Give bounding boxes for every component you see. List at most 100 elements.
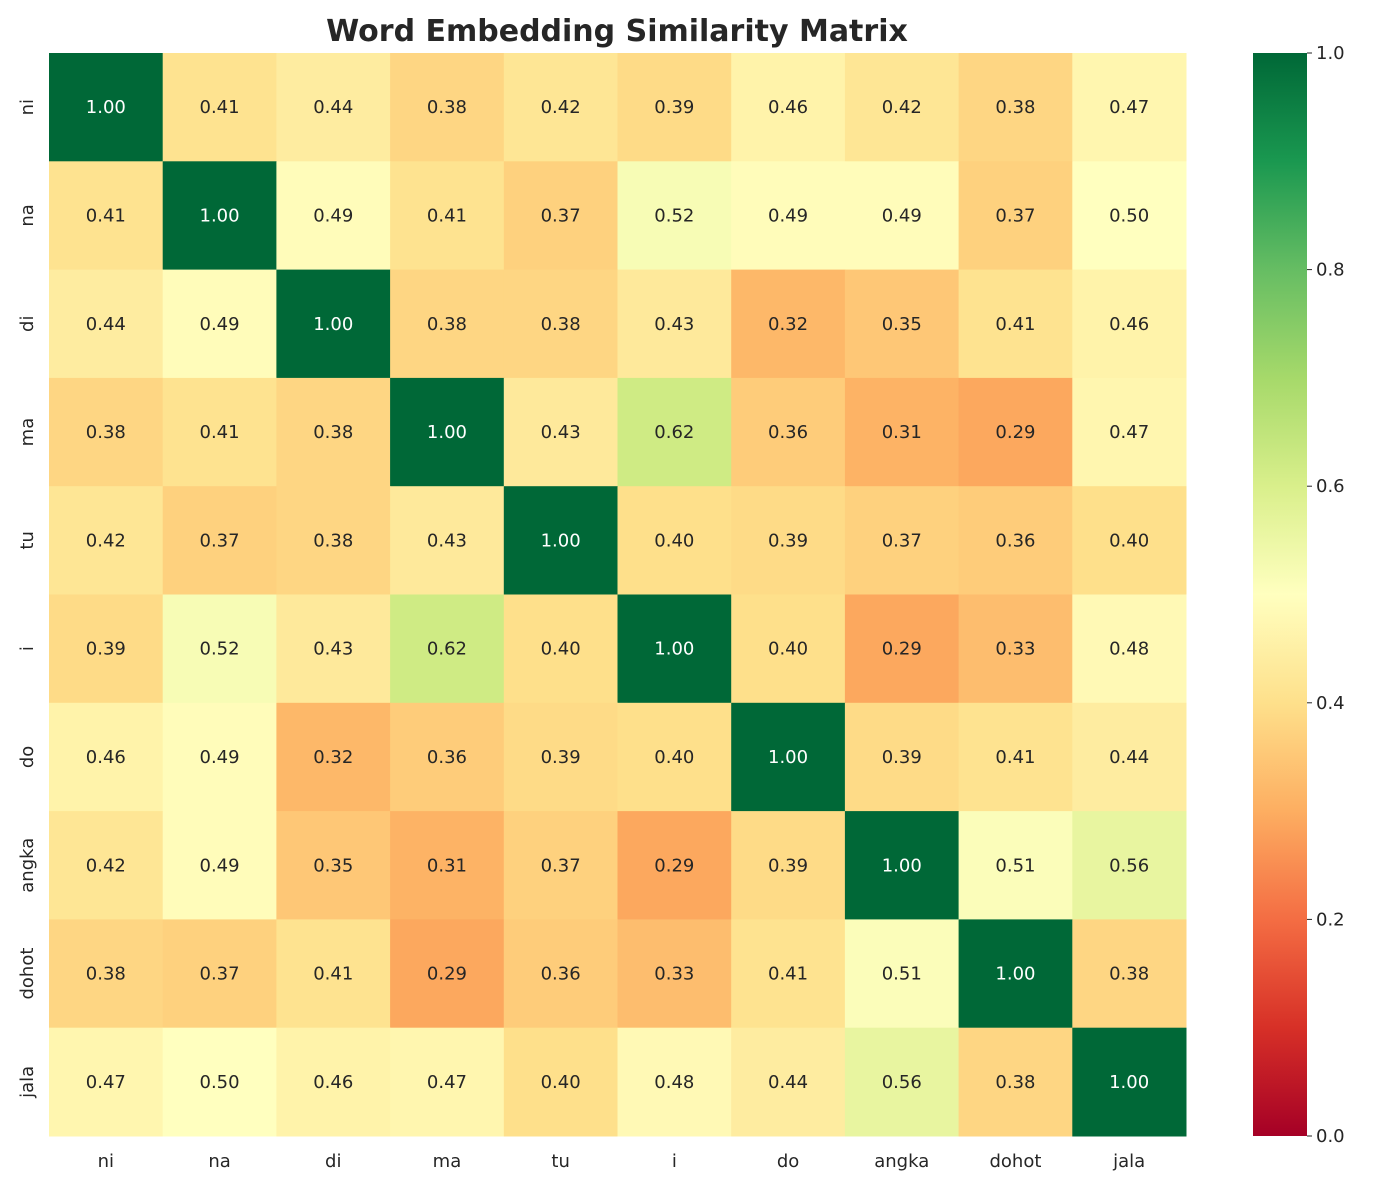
heatmap-cell — [844, 161, 960, 271]
cell-annotation: 0.49 — [200, 747, 240, 768]
cell-annotation: 0.31 — [427, 855, 467, 876]
heatmap-cell — [162, 377, 277, 487]
cell-annotation: 0.37 — [200, 964, 240, 985]
heatmap-cell — [390, 161, 505, 271]
cell-annotation: 0.38 — [313, 422, 353, 443]
cell-annotation: 0.41 — [995, 747, 1035, 768]
heatmap-cell — [958, 486, 1073, 595]
cell-annotation: 0.38 — [86, 964, 126, 985]
colorbar-tick-label: 0.0 — [1316, 1126, 1345, 1147]
cell-annotation: 0.52 — [200, 639, 240, 660]
x-tick-label: tu — [551, 1151, 569, 1172]
cell-annotation: 0.42 — [541, 97, 581, 118]
heatmap-cell — [1072, 53, 1187, 162]
heatmap-cell — [390, 486, 505, 595]
cell-annotation: 0.39 — [541, 747, 581, 768]
heatmap-cell — [617, 919, 732, 1029]
cell-annotation: 0.47 — [1109, 422, 1149, 443]
heatmap-cell — [276, 811, 391, 920]
cell-annotation: 0.41 — [86, 205, 126, 226]
colorbar-tick-label: 1.0 — [1316, 43, 1345, 64]
heatmap-cell — [390, 811, 505, 920]
heatmap-cell — [1072, 269, 1187, 379]
cell-annotation: 0.37 — [541, 855, 581, 876]
heatmap-cell — [49, 1027, 164, 1137]
cell-annotation: 0.38 — [541, 314, 581, 335]
heatmap-cell — [731, 702, 846, 812]
cell-annotation: 0.41 — [427, 205, 467, 226]
y-tick-label: di — [17, 316, 38, 332]
y-tick-label: i — [17, 646, 38, 651]
cell-annotation: 0.36 — [995, 530, 1035, 551]
heatmap-cell — [617, 269, 732, 379]
cell-annotation: 0.37 — [882, 530, 922, 551]
heatmap-cell — [1072, 919, 1187, 1029]
cell-annotation: 0.47 — [427, 1072, 467, 1093]
cell-annotation: 1.00 — [995, 964, 1035, 985]
heatmap-cell — [844, 811, 960, 920]
cell-annotation: 0.32 — [313, 747, 353, 768]
cell-annotation: 0.43 — [427, 530, 467, 551]
colorbar-tick-label: 0.4 — [1316, 693, 1345, 714]
heatmap-cell — [276, 377, 391, 487]
cell-annotation: 0.38 — [427, 97, 467, 118]
heatmap-cell — [503, 377, 618, 487]
heatmap-cell — [49, 702, 164, 812]
cell-annotation: 0.46 — [768, 97, 808, 118]
heatmap-cell — [49, 161, 164, 271]
y-tick-label: do — [17, 746, 38, 768]
colorbar-tick-label: 0.2 — [1316, 909, 1345, 930]
y-tick-label: tu — [17, 531, 38, 549]
cell-annotation: 0.39 — [768, 855, 808, 876]
x-tick-label: dohot — [989, 1151, 1041, 1172]
cell-annotation: 0.38 — [86, 422, 126, 443]
cell-annotation: 1.00 — [86, 97, 126, 118]
cell-annotation: 0.40 — [654, 747, 694, 768]
cell-annotation: 0.46 — [1109, 314, 1149, 335]
heatmap-cell — [731, 1027, 846, 1137]
cell-annotation: 0.41 — [768, 964, 808, 985]
heatmap-cells: 1.00 0.41 0.44 0.38 0.42 0.39 0.46 0.42 0.38 0.47… — [49, 53, 1187, 1137]
heatmap-cell — [162, 919, 277, 1029]
heatmap-cell — [731, 811, 846, 920]
heatmap-cell — [162, 269, 277, 379]
cell-annotation: 0.40 — [654, 530, 694, 551]
cell-annotation: 0.44 — [1109, 747, 1149, 768]
cell-annotation: 0.43 — [541, 422, 581, 443]
x-tick-label: angka — [874, 1151, 929, 1172]
cell-annotation: 0.47 — [1109, 97, 1149, 118]
cell-annotation: 0.43 — [654, 314, 694, 335]
heatmap-cell — [617, 377, 732, 487]
heatmap-cell — [49, 594, 164, 704]
heatmap-cell — [617, 53, 732, 162]
heatmap-cell — [162, 161, 277, 271]
cell-annotation: 0.37 — [995, 205, 1035, 226]
y-tick-label: ma — [17, 418, 38, 447]
heatmap-cell — [844, 1027, 960, 1137]
cell-annotation: 0.40 — [541, 1072, 581, 1093]
heatmap-cell — [390, 1027, 505, 1137]
cell-annotation: 0.46 — [313, 1072, 353, 1093]
heatmap-cell — [617, 161, 732, 271]
heatmap-cell — [503, 161, 618, 271]
heatmap-cell — [1072, 1027, 1187, 1137]
cell-annotation: 0.40 — [541, 639, 581, 660]
heatmap-cell — [731, 161, 846, 271]
heatmap-cell — [844, 919, 960, 1029]
cell-annotation: 0.62 — [427, 639, 467, 660]
heatmap-cell — [1072, 594, 1187, 704]
x-tick-label: i — [672, 1151, 677, 1172]
heatmap-cell — [844, 377, 960, 487]
heatmap-cell — [844, 269, 960, 379]
cell-annotation: 1.00 — [1109, 1072, 1149, 1093]
cell-annotation: 0.44 — [313, 97, 353, 118]
y-tick-label: na — [17, 204, 38, 226]
heatmap-cell — [844, 702, 960, 812]
cell-annotation: 0.41 — [313, 964, 353, 985]
cell-annotation: 0.51 — [882, 964, 922, 985]
cell-annotation: 0.49 — [768, 205, 808, 226]
heatmap-cell — [49, 53, 164, 162]
heatmap-cell — [958, 702, 1073, 812]
colorbar — [1253, 53, 1307, 1136]
